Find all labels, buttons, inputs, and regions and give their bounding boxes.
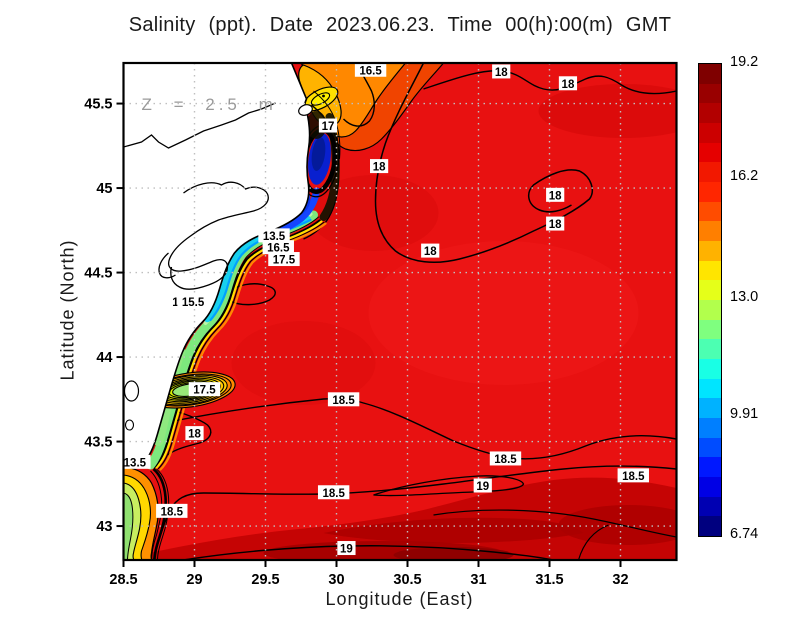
svg-text:18.5: 18.5 — [622, 471, 645, 483]
colorbar-segment — [699, 142, 721, 163]
colorbar-tick-label: 13.0 — [730, 288, 759, 305]
svg-text:28.5: 28.5 — [109, 572, 137, 588]
colorbar-segment — [699, 378, 721, 399]
colorbar-segment — [699, 83, 721, 104]
svg-text:30: 30 — [328, 572, 344, 588]
svg-text:18.5: 18.5 — [322, 488, 345, 500]
svg-text:15.5: 15.5 — [182, 297, 205, 309]
colorbar-segment — [699, 162, 721, 183]
svg-text:17.5: 17.5 — [273, 255, 296, 267]
colorbar-segment — [699, 496, 721, 517]
svg-text:44: 44 — [96, 350, 112, 366]
salinity-field — [123, 63, 677, 560]
colorbar-segment — [699, 182, 721, 202]
colorbar-segment — [699, 418, 721, 438]
svg-text:29: 29 — [186, 572, 202, 588]
svg-text:13.5: 13.5 — [263, 231, 286, 243]
svg-text:18: 18 — [188, 429, 201, 441]
colorbar-segment — [699, 437, 721, 458]
colorbar — [698, 63, 722, 537]
depth-annotation: Z = 2.5 m — [142, 95, 277, 114]
svg-text:44.5: 44.5 — [84, 266, 112, 282]
gridlines — [123, 63, 677, 560]
svg-text:18.5: 18.5 — [161, 506, 184, 518]
colorbar-segment — [699, 64, 721, 84]
colorbar-segment — [699, 319, 721, 340]
chart-title: Salinity (ppt). Date 2023.06.23. Time 00… — [128, 14, 672, 36]
colorbar-segment — [699, 300, 721, 320]
svg-text:18: 18 — [549, 190, 562, 202]
svg-text:17.5: 17.5 — [193, 385, 216, 397]
contour-labels: 16.51818171818181813.516.517.511.515.517… — [119, 62, 649, 556]
colorbar-segment — [699, 260, 721, 281]
colorbar-tick-label: 16.2 — [730, 167, 759, 184]
svg-text:17: 17 — [322, 121, 335, 133]
svg-text:19: 19 — [340, 544, 353, 556]
axis-ticks: 28.5 29 29.5 30 30.5 31 31.5 32 45.5 45 44.5 44 43.5… — [84, 97, 628, 588]
colorbar-tick-label: 9.91 — [730, 405, 759, 422]
svg-text:18: 18 — [562, 79, 575, 91]
colorbar-tick-label: 19.2 — [730, 54, 759, 70]
colorbar-segment — [699, 103, 721, 124]
svg-text:45.5: 45.5 — [84, 97, 112, 113]
plot-border — [122, 61, 678, 562]
svg-text:18.5: 18.5 — [494, 454, 517, 466]
svg-text:29.5: 29.5 — [251, 572, 279, 588]
svg-text:16.5: 16.5 — [359, 65, 382, 77]
svg-text:32: 32 — [612, 572, 628, 588]
svg-text:31: 31 — [470, 572, 486, 588]
svg-text:45: 45 — [96, 181, 112, 197]
colorbar-segment — [699, 477, 721, 497]
colorbar-segment — [699, 201, 721, 222]
svg-text:30.5: 30.5 — [393, 572, 421, 588]
colorbar-segment — [699, 359, 721, 379]
svg-text:31.5: 31.5 — [535, 572, 563, 588]
colorbar-tick-label: 6.74 — [730, 526, 759, 542]
colorbar-segment — [699, 221, 721, 242]
colorbar-segment — [699, 457, 721, 478]
colorbar-segment — [699, 241, 721, 261]
svg-text:18: 18 — [495, 67, 508, 79]
x-axis-label: Longitude (East) — [325, 589, 474, 609]
colorbar-segment — [699, 280, 721, 301]
svg-text:18.5: 18.5 — [332, 395, 355, 407]
map-plot: Z = 2.5 m 16.5 1818171818181813.516.517.5… — [84, 61, 678, 588]
colorbar-segment — [699, 339, 721, 360]
colorbar-segment — [699, 123, 721, 143]
svg-text:18: 18 — [549, 219, 562, 231]
svg-text:43.5: 43.5 — [84, 435, 112, 451]
colorbar-segment — [699, 516, 721, 537]
svg-text:43: 43 — [96, 519, 112, 535]
svg-text:18: 18 — [373, 162, 386, 174]
svg-text:19: 19 — [476, 481, 489, 493]
svg-text:13.5: 13.5 — [124, 457, 147, 469]
svg-text:18: 18 — [424, 246, 437, 258]
svg-text:16.5: 16.5 — [267, 243, 290, 255]
colorbar-segment — [699, 398, 721, 419]
